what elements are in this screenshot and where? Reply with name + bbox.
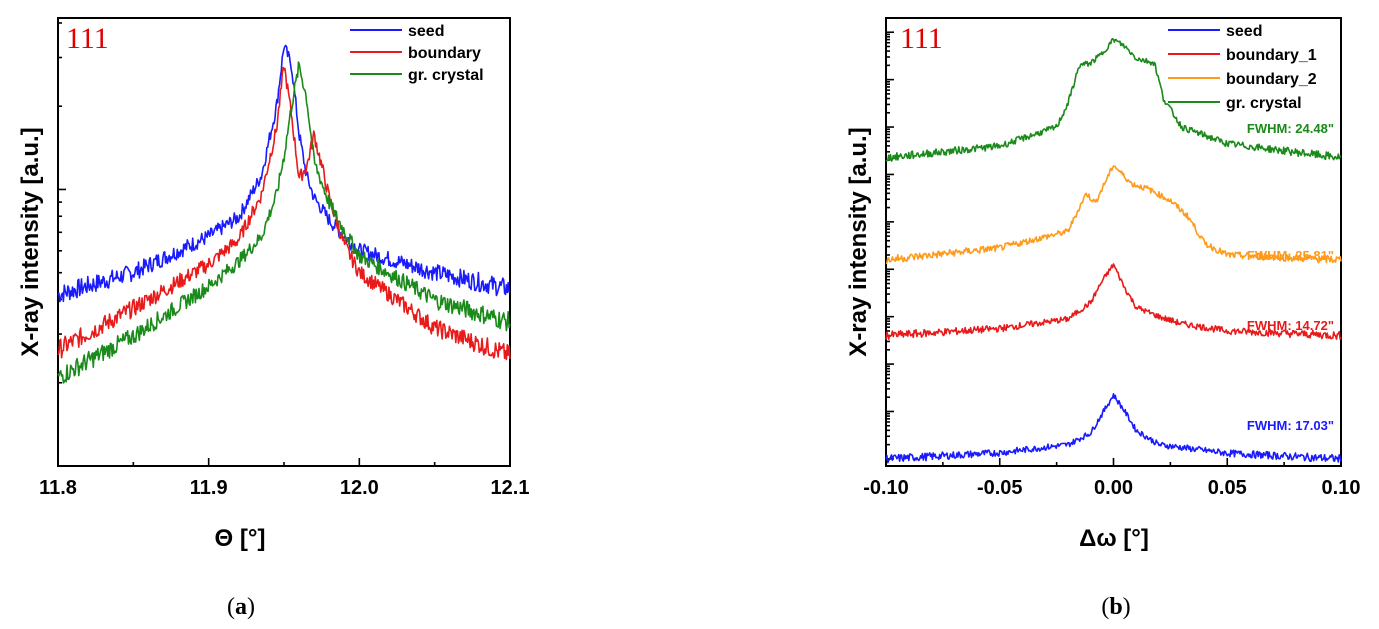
fwhm-labels-b: FWHM: 17.03" FWHM: 14.72" FWHM: 25.81" FWHM… [1247,121,1334,433]
legend-label: gr. crystal [408,67,484,84]
series-line-boundary-2 [885,165,1342,265]
fwhm-label: FWHM: 25.81" [1247,248,1334,263]
series-line-boundary-1 [885,263,1342,340]
panel-b: -0.10 -0.05 0.00 0.05 0.10 seed boundary_1bou… [845,17,1360,620]
plot-frame-a [57,17,511,467]
series-line-boundary [57,66,511,361]
series-line-gr-crystal [57,61,511,384]
legend-label: boundary_1 [1226,47,1317,64]
x-tick-label: 11.9 [190,477,228,499]
y-axis-title-a: X-ray intensity [a.u.] [17,127,44,356]
reflection-annotation-b: 111 [900,22,943,55]
x-tick-label: 12.1 [491,477,530,499]
panel-label-a: a [235,594,247,620]
fwhm-label: FWHM: 24.48" [1247,121,1334,136]
fwhm-label: FWHM: 14.72" [1247,318,1334,333]
panel-caption-b: (b) [1101,594,1130,620]
y-axis-title-b: X-ray intensity [a.u.] [845,127,872,356]
legend-a: seed boundary gr. crystal [350,23,484,84]
legend-label: boundary [408,45,481,62]
series-line-gr-crystal [885,37,1342,162]
x-axis-title-b: Δω [°] [1079,525,1149,552]
legend-label: gr. crystal [1226,95,1302,112]
panel-caption-a: (a) [227,594,255,620]
legend-label: seed [1226,23,1262,40]
y-ticks-b [886,31,894,460]
x-tick-label: 11.8 [39,477,77,499]
x-tick-label: 0.00 [1094,477,1133,499]
series-group-a [57,44,511,384]
x-axis-title-a: Θ [°] [215,525,266,552]
legend-b: seed boundary_1 boundary_2 gr. crystal [1168,23,1317,112]
y-ticks-a [58,22,66,467]
legend-label: boundary_2 [1226,71,1317,88]
x-tick-label: 12.0 [340,477,379,499]
x-ticks-b: -0.10 -0.05 0.00 0.05 0.10 [863,458,1360,499]
series-group-b [885,37,1342,464]
x-ticks-a: 11.8 11.9 12.0 12.1 [39,458,529,499]
panel-a: 11.8 11.9 12.0 12.1 seed boundary gr. crystal… [17,17,529,620]
series-line-seed [57,44,511,303]
x-tick-label: 0.10 [1322,477,1361,499]
x-tick-label: 0.05 [1208,477,1247,499]
legend-label: seed [408,23,444,40]
x-tick-label: -0.10 [863,477,909,499]
reflection-annotation-a: 111 [66,22,109,55]
series-line-seed [885,393,1342,464]
fwhm-label: FWHM: 17.03" [1247,418,1334,433]
panel-label-b: b [1109,594,1122,620]
x-tick-label: -0.05 [977,477,1023,499]
